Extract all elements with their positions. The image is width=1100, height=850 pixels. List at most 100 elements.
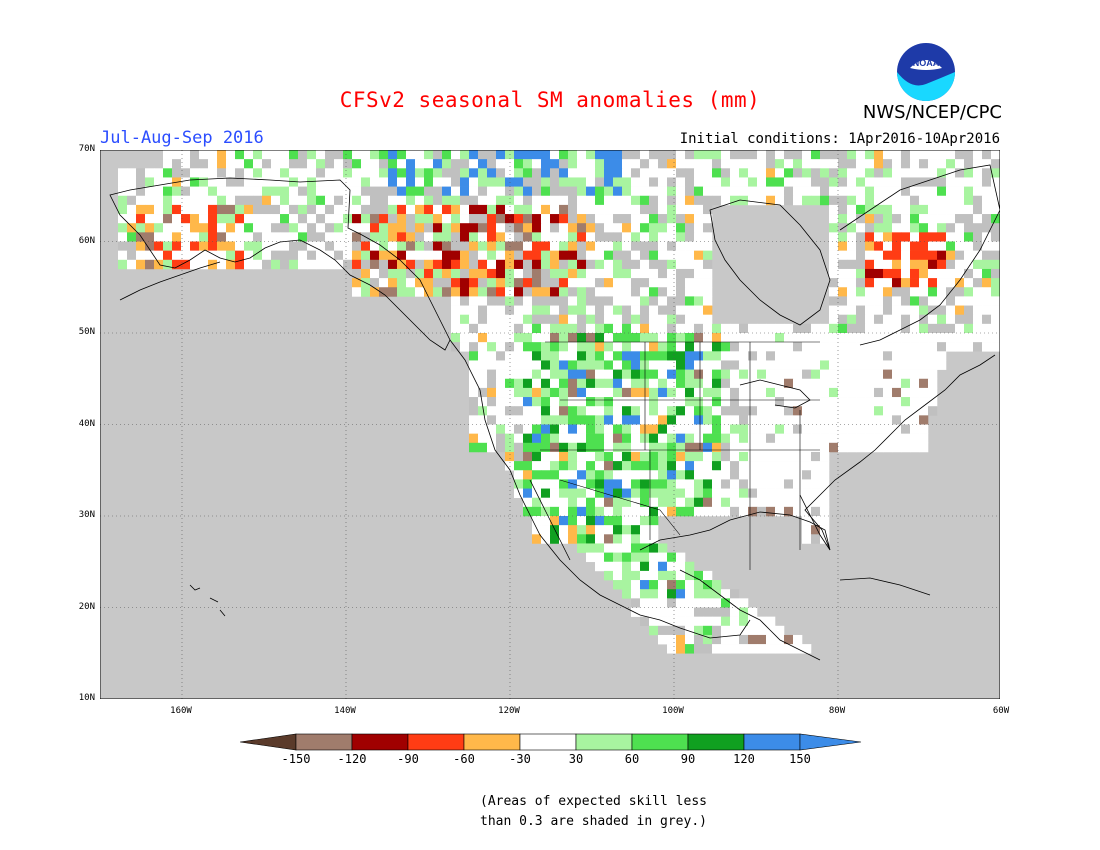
anomaly-cell bbox=[622, 406, 632, 416]
anomaly-cell bbox=[622, 479, 632, 489]
anomaly-cell bbox=[739, 342, 749, 352]
anomaly-cell bbox=[604, 195, 614, 206]
anomaly-cell bbox=[694, 488, 704, 498]
anomaly-cell bbox=[235, 204, 245, 215]
anomaly-cell bbox=[298, 223, 308, 233]
anomaly-cell bbox=[649, 424, 659, 434]
anomaly-cell bbox=[577, 534, 587, 544]
anomaly-cell bbox=[514, 369, 524, 380]
anomaly-cell bbox=[496, 250, 506, 261]
anomaly-cell bbox=[865, 360, 875, 370]
anomaly-cell bbox=[964, 278, 974, 288]
anomaly-cell bbox=[262, 195, 272, 206]
legend-tick-label: -90 bbox=[397, 752, 419, 766]
anomaly-cell bbox=[244, 259, 254, 270]
anomaly-cell bbox=[748, 488, 758, 498]
anomaly-cell bbox=[559, 506, 569, 517]
anomaly-cell bbox=[568, 204, 578, 215]
anomaly-cell bbox=[838, 397, 848, 407]
anomaly-cell bbox=[604, 397, 614, 407]
anomaly-cell bbox=[613, 570, 623, 581]
anomaly-cell bbox=[973, 250, 983, 261]
anomaly-cell bbox=[757, 497, 767, 508]
anomaly-cell bbox=[748, 424, 758, 434]
anomaly-cell bbox=[550, 287, 560, 297]
anomaly-cell bbox=[937, 287, 947, 297]
anomaly-cell bbox=[802, 360, 812, 370]
anomaly-cell bbox=[469, 360, 479, 370]
anomaly-cell bbox=[568, 287, 578, 297]
anomaly-cell bbox=[406, 259, 416, 270]
anomaly-cell bbox=[847, 287, 857, 297]
anomaly-cell bbox=[280, 223, 290, 233]
anomaly-cell bbox=[775, 195, 785, 206]
anomaly-cell bbox=[793, 387, 803, 398]
anomaly-cell bbox=[595, 323, 605, 334]
anomaly-cell bbox=[424, 278, 434, 288]
anomaly-cell bbox=[568, 442, 578, 453]
anomaly-cell bbox=[730, 387, 740, 398]
anomaly-cell bbox=[613, 342, 623, 352]
anomaly-cell bbox=[604, 497, 614, 508]
anomaly-cell bbox=[631, 268, 641, 279]
anomaly-cell bbox=[874, 323, 884, 334]
anomaly-cell bbox=[154, 177, 164, 187]
anomaly-cell bbox=[631, 259, 641, 270]
anomaly-cell bbox=[460, 342, 470, 352]
anomaly-cell bbox=[703, 644, 713, 654]
anomaly-cell bbox=[676, 241, 686, 251]
anomaly-cell bbox=[496, 351, 506, 361]
anomaly-cell bbox=[730, 415, 740, 425]
anomaly-cell bbox=[748, 150, 758, 160]
anomaly-cell bbox=[181, 232, 191, 242]
anomaly-cell bbox=[586, 470, 596, 480]
anomaly-cell bbox=[793, 397, 803, 407]
anomaly-cell bbox=[685, 214, 695, 224]
anomaly-cell bbox=[685, 250, 695, 261]
anomaly-cell bbox=[685, 580, 695, 590]
anomaly-cell bbox=[424, 287, 434, 297]
anomaly-cell bbox=[586, 442, 596, 453]
anomaly-cell bbox=[307, 186, 317, 197]
anomaly-cell bbox=[532, 479, 542, 489]
anomaly-cell bbox=[172, 168, 182, 178]
anomaly-cell bbox=[640, 516, 650, 526]
anomaly-cell bbox=[703, 506, 713, 517]
anomaly-cell bbox=[676, 552, 686, 563]
anomaly-cell bbox=[469, 214, 479, 224]
anomaly-cell bbox=[667, 479, 677, 489]
anomaly-cell bbox=[541, 278, 551, 288]
anomaly-cell bbox=[676, 497, 686, 508]
anomaly-cell bbox=[649, 506, 659, 517]
anomaly-cell bbox=[838, 351, 848, 361]
anomaly-cell bbox=[712, 589, 722, 599]
anomaly-cell bbox=[190, 214, 200, 224]
anomaly-cell bbox=[685, 351, 695, 361]
anomaly-cell bbox=[892, 278, 902, 288]
anomaly-cell bbox=[892, 241, 902, 251]
anomaly-cell bbox=[937, 351, 947, 361]
anomaly-cell bbox=[433, 232, 443, 242]
anomaly-cell bbox=[397, 278, 407, 288]
anomaly-cell bbox=[703, 406, 713, 416]
anomaly-cell bbox=[307, 204, 317, 215]
anomaly-cell bbox=[370, 268, 380, 279]
anomaly-cell bbox=[577, 168, 587, 178]
anomaly-cell bbox=[811, 525, 821, 535]
anomaly-cell bbox=[271, 223, 281, 233]
anomaly-cell bbox=[397, 168, 407, 178]
anomaly-cell bbox=[622, 534, 632, 544]
anomaly-cell bbox=[703, 589, 713, 599]
anomaly-cell bbox=[550, 314, 560, 325]
anomaly-cell bbox=[154, 241, 164, 251]
anomaly-cell bbox=[694, 616, 704, 627]
anomaly-cell bbox=[604, 150, 614, 160]
anomaly-cell bbox=[253, 250, 263, 261]
anomaly-cell bbox=[568, 305, 578, 315]
anomaly-cell bbox=[478, 406, 488, 416]
anomaly-cell bbox=[172, 195, 182, 206]
anomaly-cell bbox=[199, 186, 209, 197]
anomaly-cell bbox=[676, 195, 686, 206]
anomaly-cell bbox=[460, 186, 470, 197]
anomaly-cell bbox=[604, 241, 614, 251]
